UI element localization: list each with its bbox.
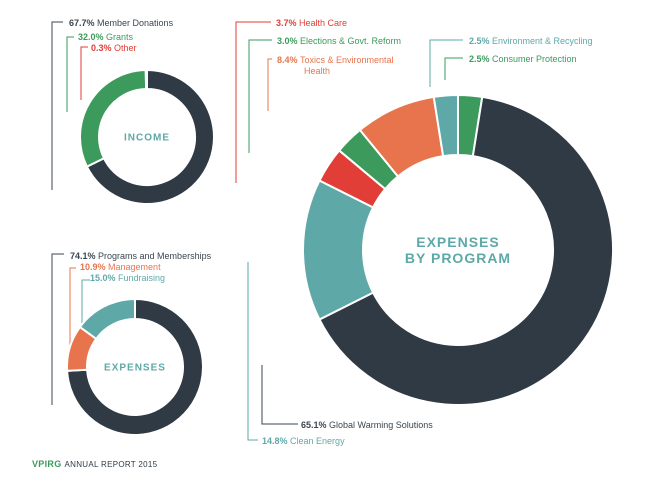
leader-line — [51, 253, 64, 405]
leader-line — [66, 36, 74, 112]
leader-line — [248, 39, 272, 153]
leader-line — [235, 21, 271, 183]
leader-line — [247, 262, 258, 441]
leader-line — [51, 21, 63, 190]
leader-line — [69, 267, 76, 370]
legend-label-consumer-protection: 2.5% Consumer Protection — [469, 54, 577, 64]
slice-income-other — [144, 68, 148, 91]
slice-expenses-by-program-global-warming-solutions — [318, 95, 614, 406]
leader-line — [81, 279, 90, 325]
legend-label-environment-recycling: 2.5% Environment & Recycling — [469, 36, 593, 46]
report-footer: VPIRG ANNUAL REPORT 2015 — [32, 459, 157, 469]
income-title: INCOME — [124, 133, 170, 144]
leader-line — [444, 57, 463, 80]
legend-label-management: 10.9% Management — [80, 262, 161, 272]
legend-label-elections-govt-reform: 3.0% Elections & Govt. Reform — [277, 36, 401, 46]
slice-expenses-programs-and-memberships — [66, 297, 204, 436]
footer-text: ANNUAL REPORT 2015 — [64, 460, 158, 469]
legend-label-health-care: 3.7% Health Care — [276, 18, 347, 28]
legend-label-toxics-environmental-health: 8.4% Toxics & Environmental Health — [277, 55, 394, 76]
expenses-by-program-title: EXPENSES BY PROGRAM — [405, 234, 511, 266]
legend-label-fundraising: 15.0% Fundraising — [90, 273, 165, 283]
legend-label-programs-and-memberships: 74.1% Programs and Memberships — [70, 251, 212, 261]
expenses-title: EXPENSES — [104, 363, 166, 374]
slice-income-grants — [79, 68, 148, 169]
slice-income-member-donations — [85, 68, 215, 205]
legend-label-clean-energy: 14.8% Clean Energy — [262, 436, 345, 446]
legend-label-other: 0.3% Other — [91, 43, 137, 53]
leader-lines — [51, 21, 463, 441]
leader-line — [429, 39, 463, 87]
vpirg-logo: VPIRG — [32, 459, 62, 469]
slice-expenses-fundraising — [78, 297, 136, 341]
slice-expenses-by-program-environment-recycling — [432, 93, 459, 158]
chart-labels: INCOME 67.7% Member Donations 32.0% Grants… — [69, 18, 593, 446]
legend-label-grants: 32.0% Grants — [78, 32, 134, 42]
leader-line — [267, 58, 272, 111]
leader-line — [80, 46, 88, 100]
legend-label-member-donations: 67.7% Member Donations — [69, 18, 174, 28]
donut-charts — [66, 68, 614, 436]
leader-line — [261, 365, 298, 425]
legend-label-global-warming-solutions: 65.1% Global Warming Solutions — [301, 420, 433, 430]
